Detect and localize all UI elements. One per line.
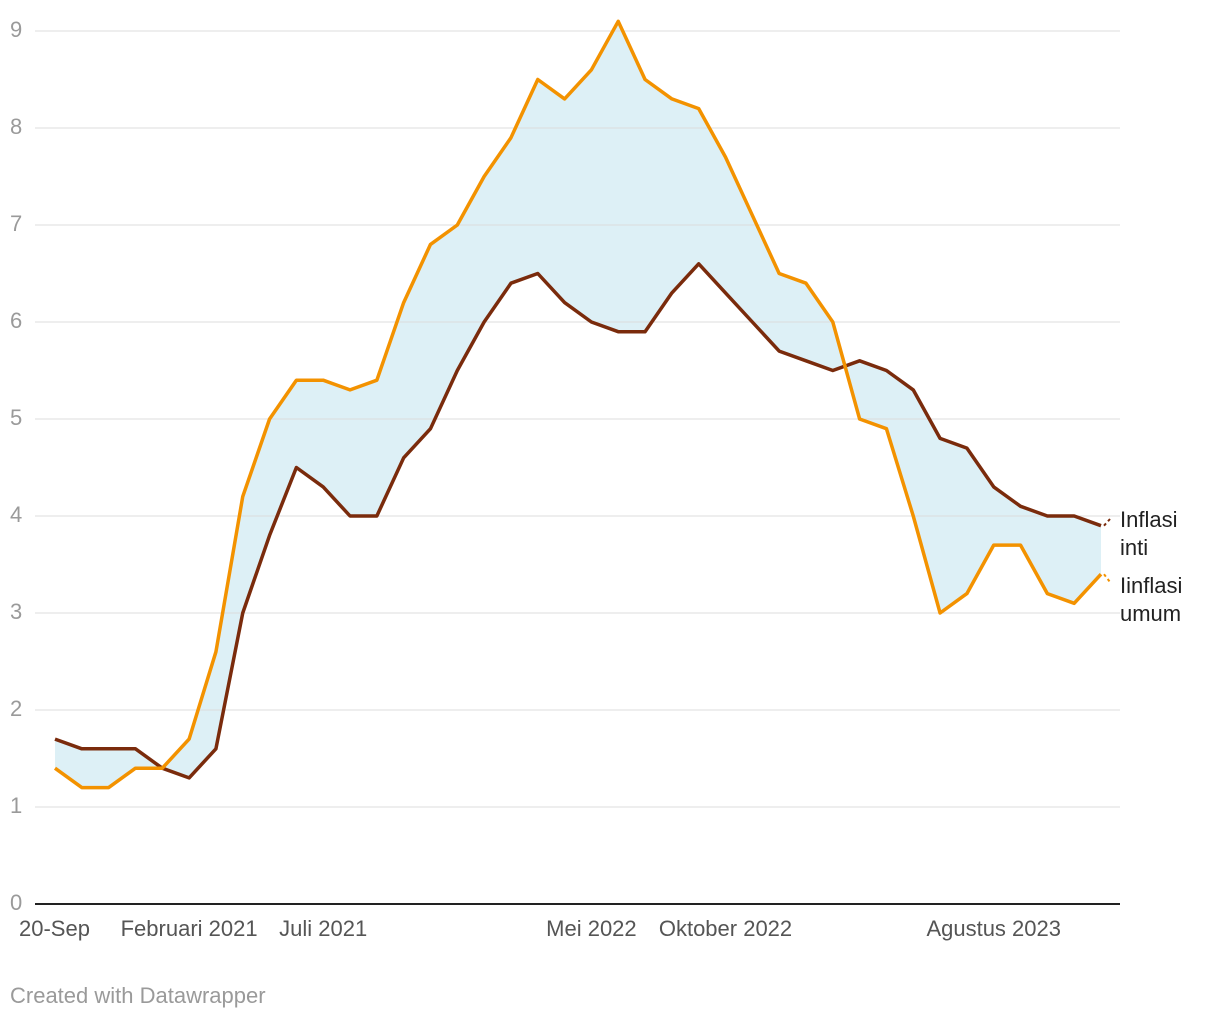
range-area: [55, 21, 1101, 788]
y-tick-label: 2: [10, 696, 22, 721]
label-connector: [1103, 573, 1111, 583]
series-line: [54, 262, 1102, 780]
y-tick-label: 9: [10, 17, 22, 42]
x-tick-label: Oktober 2022: [659, 916, 792, 941]
series-label: Iinflasi umum: [1120, 573, 1182, 626]
label-connector: [1103, 518, 1111, 527]
y-tick-label: 4: [10, 502, 22, 527]
series-label-line: inti: [1120, 535, 1148, 560]
footer: Created with Datawrapper: [10, 983, 266, 1008]
y-tick-label: 1: [10, 793, 22, 818]
y-tick-label: 7: [10, 211, 22, 236]
x-tick-label: Juli 2021: [279, 916, 367, 941]
x-tick-label: Februari 2021: [121, 916, 258, 941]
y-tick-label: 5: [10, 405, 22, 430]
y-tick-label: 6: [10, 308, 22, 333]
y-tick-label: 0: [10, 890, 22, 915]
y-tick-label: 8: [10, 114, 22, 139]
series-label-line: Iinflasi: [1120, 573, 1182, 598]
x-tick-label: 20-Sep: [19, 916, 90, 941]
series-line: [53, 19, 1103, 790]
series-label-line: umum: [1120, 601, 1181, 626]
x-tick-label: Agustus 2023: [926, 916, 1061, 941]
series-label-line: Inflasi: [1120, 507, 1177, 532]
x-tick-label: Mei 2022: [546, 916, 637, 941]
series-label: Inflasi inti: [1120, 507, 1177, 560]
y-tick-label: 3: [10, 599, 22, 624]
